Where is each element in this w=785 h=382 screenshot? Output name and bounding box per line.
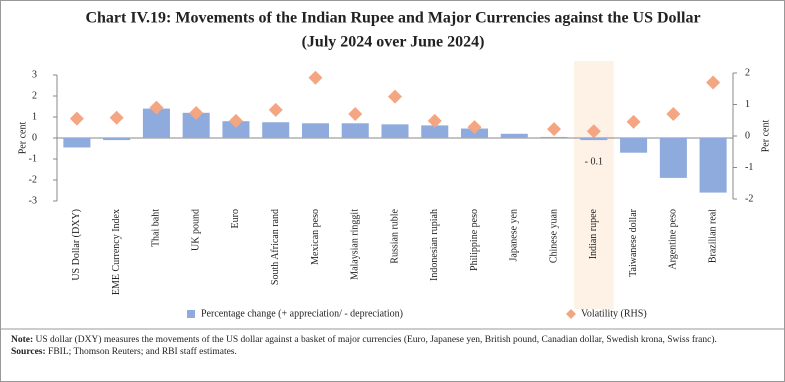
diamond-marker <box>109 110 124 125</box>
diamond-marker <box>348 106 363 121</box>
y-tick-label: -1 <box>29 153 37 164</box>
y2-tick-label: -1 <box>745 162 753 173</box>
x-tick-label: US Dollar (DXY) <box>71 209 82 281</box>
bar <box>659 138 687 178</box>
x-tick-label: Philippine peso <box>469 209 480 271</box>
bar <box>222 121 250 138</box>
chart-title: Chart IV.19: Movements of the Indian Rup… <box>85 10 700 27</box>
x-tick-label: Taiwanese dollar <box>628 208 639 277</box>
diamond-marker <box>69 111 84 126</box>
note-label: Note: <box>11 335 34 345</box>
legend-label: Percentage change (+ appreciation/ - dep… <box>201 308 403 319</box>
diamond-marker <box>388 89 402 104</box>
legend-swatch <box>187 310 195 318</box>
y-tick-label: 1 <box>32 111 37 122</box>
y-tick-label: 3 <box>32 69 37 80</box>
note: Note: US dollar (DXY) measures the movem… <box>11 334 776 346</box>
bar <box>620 138 648 153</box>
x-tick-label: South African rand <box>270 209 281 285</box>
y-tick-label: -3 <box>29 195 37 206</box>
x-tick-label: Brazilian real <box>707 209 718 263</box>
diamond-marker <box>228 113 243 128</box>
x-tick-label: Thai baht <box>151 209 162 247</box>
x-tick-label: EME Currency Index <box>111 209 122 295</box>
y-tick-label: -2 <box>29 174 37 185</box>
y2-tick-label: 1 <box>745 99 750 110</box>
x-tick-label: Euro <box>230 209 241 228</box>
data-label: - 0.1 <box>585 156 603 167</box>
x-tick-label: Malaysian ringgit <box>350 209 361 280</box>
bar <box>699 138 727 193</box>
note-text: US dollar (DXY) measures the movements o… <box>35 335 717 345</box>
diamond-marker <box>666 106 681 121</box>
notes: Note: US dollar (DXY) measures the movem… <box>11 334 776 358</box>
y2-tick-label: -2 <box>745 193 753 204</box>
sources: Sources: FBIL; Thomson Reuters; and RBI … <box>11 346 776 358</box>
y2-axis-label: Per cent <box>760 120 771 153</box>
bar <box>381 124 409 138</box>
diamond-marker <box>467 120 482 135</box>
bar <box>262 122 290 138</box>
sources-text: FBIL; Thomson Reuters; and RBI staff est… <box>48 347 237 357</box>
legend-label: Volatility (RHS) <box>581 308 647 319</box>
bar <box>500 133 528 138</box>
bar <box>301 123 329 138</box>
diamond-marker <box>268 102 283 117</box>
legend-swatch <box>566 309 576 319</box>
x-tick-label: Japanese yen <box>509 209 520 261</box>
x-tick-label: Chinese yuan <box>548 209 559 263</box>
x-tick-label: Argentine peso <box>668 209 679 270</box>
bar <box>103 138 131 141</box>
y2-tick-label: 0 <box>745 130 750 141</box>
y2-tick-label: 2 <box>745 67 750 78</box>
bar <box>63 138 91 148</box>
diamond-marker <box>189 106 204 121</box>
highlight-band <box>573 61 614 309</box>
chart-subtitle: (July 2024 over June 2024) <box>302 34 485 51</box>
y-axis-label: Per cent <box>17 122 28 155</box>
bar <box>580 138 608 141</box>
y-tick-label: 0 <box>32 132 37 143</box>
bar <box>421 125 449 138</box>
bar <box>540 136 568 138</box>
x-tick-label: Mexican peso <box>310 209 321 265</box>
sources-label: Sources: <box>11 347 46 357</box>
diamond-marker <box>308 70 323 85</box>
y-tick-label: 2 <box>32 90 37 101</box>
x-tick-label: Indonesian rupiah <box>429 209 440 281</box>
x-tick-label: Indian rupee <box>588 208 599 259</box>
diamond-marker <box>149 100 164 115</box>
x-tick-label: Russian ruble <box>389 208 400 263</box>
diamond-marker <box>706 75 721 90</box>
diamond-marker <box>547 122 562 137</box>
chart: Chart IV.19: Movements of the Indian Rup… <box>1 10 784 330</box>
x-tick-label: UK pound <box>190 209 201 251</box>
diamond-marker <box>586 124 601 139</box>
diamond-marker <box>626 114 641 129</box>
diamond-marker <box>427 113 442 128</box>
bar <box>341 123 369 138</box>
